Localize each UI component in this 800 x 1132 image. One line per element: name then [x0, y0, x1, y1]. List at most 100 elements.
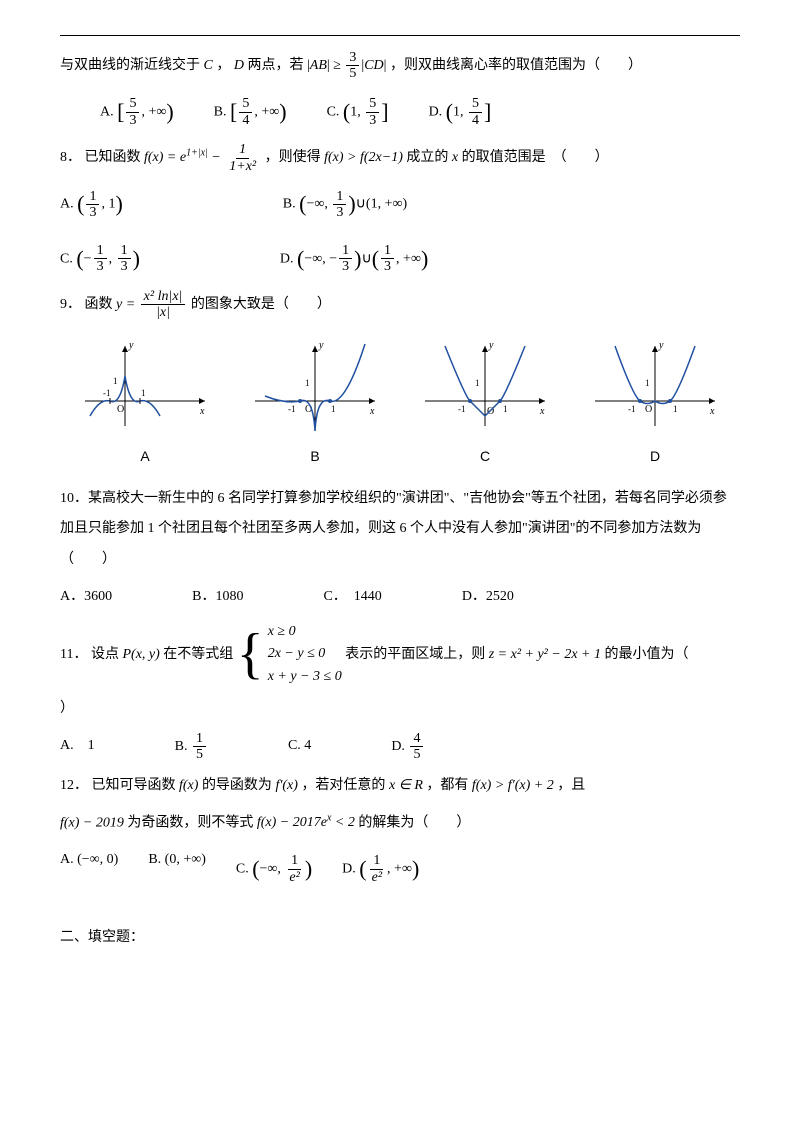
- q11-options: A. 1 B. 15 C. 4 D. 45: [60, 731, 740, 763]
- q7-ineq: |AB| ≥ 35|CD|: [307, 58, 387, 73]
- q8: 8． 已知函数 f(x) = e1+|x| − 11+x² ，则使得 f(x) …: [60, 142, 740, 174]
- q11-opt-a: A. 1: [60, 731, 95, 763]
- q9-label-b: B: [245, 441, 385, 472]
- svg-text:1: 1: [113, 376, 118, 386]
- q7-t2: ，: [216, 58, 230, 73]
- q11-opt-b: B. 15: [175, 731, 208, 763]
- q11-c3: x + y − 3 ≤ 0: [268, 666, 342, 688]
- q12-text6: 为奇函数，则不等式: [127, 815, 253, 830]
- q12-fpx: f′(x): [275, 778, 298, 793]
- q12-text2: 的导函数为: [202, 778, 272, 793]
- q9-label-a: A: [75, 441, 215, 472]
- q10: 10．某高校大一新生中的 6 名同学打算参加学校组织的"演讲团"、"吉他协会"等…: [60, 484, 740, 576]
- q9-graph-a: y x O -1 1 1: [75, 336, 215, 436]
- q8-opt-a: A. (13, 1): [60, 180, 123, 228]
- svg-text:1: 1: [645, 378, 650, 388]
- q12-ineq2: f(x) − 2017ex < 2: [257, 815, 355, 830]
- q10-opt-b: B．1080: [192, 582, 243, 613]
- q12-text5: ，且: [557, 778, 585, 793]
- q7-c: C: [204, 58, 213, 73]
- q9-num: 9．: [60, 297, 81, 312]
- q10-options: A．3600 B．1080 C． 1440 D．2520: [60, 582, 740, 613]
- q9: 9． 函数 y = x² ln|x||x| 的图象大致是（ ）: [60, 289, 740, 321]
- q11: 11． 设点 P(x, y) 在不等式组 { x ≥ 0 2x − y ≤ 0 …: [60, 621, 740, 688]
- q12-text4: ，都有: [426, 778, 468, 793]
- q9-label-d: D: [585, 441, 725, 472]
- q11-num: 11．: [60, 647, 87, 662]
- q11-opt-c: C. 4: [288, 731, 311, 763]
- q10-opt-d: D．2520: [462, 582, 514, 613]
- q7-opt-c: C. (1, 53]: [327, 88, 389, 136]
- q12-line2: f(x) − 2019 为奇函数，则不等式 f(x) − 2017ex < 2 …: [60, 808, 740, 839]
- svg-text:-1: -1: [458, 404, 466, 414]
- svg-text:y: y: [488, 340, 494, 351]
- svg-text:-1: -1: [103, 388, 111, 398]
- svg-text:y: y: [318, 340, 324, 351]
- q12-text3: ，若对任意的: [301, 778, 385, 793]
- svg-text:1: 1: [305, 378, 310, 388]
- svg-text:1: 1: [503, 404, 508, 414]
- q9-text1: 函数: [85, 297, 113, 312]
- q11-point: P(x, y): [122, 647, 159, 662]
- q8-opts-row1: A. (13, 1) B. (−∞, 13)∪(1, +∞): [60, 180, 740, 228]
- q12-gx: f(x) − 2019: [60, 815, 124, 830]
- svg-text:x: x: [709, 406, 715, 417]
- q12: 12． 已知可导函数 f(x) 的导函数为 f′(x) ，若对任意的 x ∈ R…: [60, 771, 740, 802]
- q9-func: y = x² ln|x||x|: [116, 297, 187, 312]
- svg-text:1: 1: [673, 404, 678, 414]
- q9-graph-b: y x O -1 1 1: [245, 336, 385, 436]
- q8-opt-c: C. (−13, 13): [60, 235, 140, 283]
- svg-text:x: x: [369, 406, 375, 417]
- q7-opt-a: A. [53, +∞): [100, 88, 174, 136]
- q11-text2: 在不等式组: [163, 647, 233, 662]
- q12-opt-a: A. (−∞, 0): [60, 845, 118, 893]
- q9-graphs: y x O -1 1 1 y x O -1 1 1: [60, 336, 740, 436]
- q8-text4: 的取值范围是 （ ）: [462, 150, 609, 165]
- q11-closing: ）: [60, 694, 740, 725]
- q10-opt-c: C． 1440: [323, 582, 381, 613]
- q8-cond: f(x) > f(2x−1): [324, 150, 403, 165]
- q11-obj: z = x² + y² − 2x + 1: [489, 647, 601, 662]
- q11-text4: 的最小值为（: [604, 647, 688, 662]
- q7-t3: 两点，若: [247, 58, 303, 73]
- q12-domain: x ∈ R: [389, 778, 423, 793]
- svg-text:-1: -1: [628, 404, 636, 414]
- q10-opt-a: A．3600: [60, 582, 112, 613]
- q8-opts-row2: C. (−13, 13) D. (−∞, −13)∪(13, +∞): [60, 235, 740, 283]
- q12-ineq1: f(x) > f′(x) + 2: [472, 778, 554, 793]
- q8-var: x: [452, 150, 458, 165]
- q12-opt-c: C. (−∞, 1e²): [236, 845, 312, 893]
- svg-text:O: O: [117, 404, 124, 415]
- q9-label-c: C: [415, 441, 555, 472]
- svg-text:O: O: [645, 404, 652, 415]
- q9-labels: A B C D: [60, 441, 740, 472]
- q12-num: 12．: [60, 778, 88, 793]
- q7-continuation: 与双曲线的渐近线交于 C ， D 两点，若 |AB| ≥ 35|CD| ，则双曲…: [60, 50, 740, 82]
- q7-opt-b: B. [54, +∞): [214, 88, 287, 136]
- q8-fx: f(x) = e1+|x| − 11+x²: [144, 150, 261, 165]
- q11-system: { x ≥ 0 2x − y ≤ 0 x + y − 3 ≤ 0: [237, 621, 342, 688]
- q12-fx: f(x): [179, 778, 198, 793]
- q12-text1: 已知可导函数: [92, 778, 176, 793]
- q8-text1: 已知函数: [85, 150, 141, 165]
- q12-text7: 的解集为（ ）: [358, 815, 470, 830]
- q9-graph-d: y x O -1 1 1: [585, 336, 725, 436]
- q11-c1: x ≥ 0: [268, 621, 342, 643]
- svg-text:x: x: [199, 406, 205, 417]
- q7-options: A. [53, +∞) B. [54, +∞) C. (1, 53] D. (1…: [60, 88, 740, 136]
- q11-text3: 表示的平面区域上，则: [345, 647, 485, 662]
- q10-text: 某高校大一新生中的 6 名同学打算参加学校组织的"演讲团"、"吉他协会"等五个社…: [60, 491, 727, 568]
- svg-text:y: y: [128, 340, 134, 351]
- svg-text:1: 1: [331, 404, 336, 414]
- q7-t4: ，则双曲线离心率的取值范围为（ ）: [390, 58, 642, 73]
- svg-text:x: x: [539, 406, 545, 417]
- q10-num: 10．: [60, 491, 88, 506]
- q7-opt-d: D. (1, 54]: [429, 88, 492, 136]
- q11-text1: 设点: [91, 647, 119, 662]
- q11-c2: 2x − y ≤ 0: [268, 643, 342, 665]
- q7-t1: 与双曲线的渐近线交于: [60, 58, 200, 73]
- svg-text:1: 1: [141, 388, 146, 398]
- q8-text3: 成立的: [406, 150, 448, 165]
- svg-text:y: y: [658, 340, 664, 351]
- q11-opt-d: D. 45: [391, 731, 425, 763]
